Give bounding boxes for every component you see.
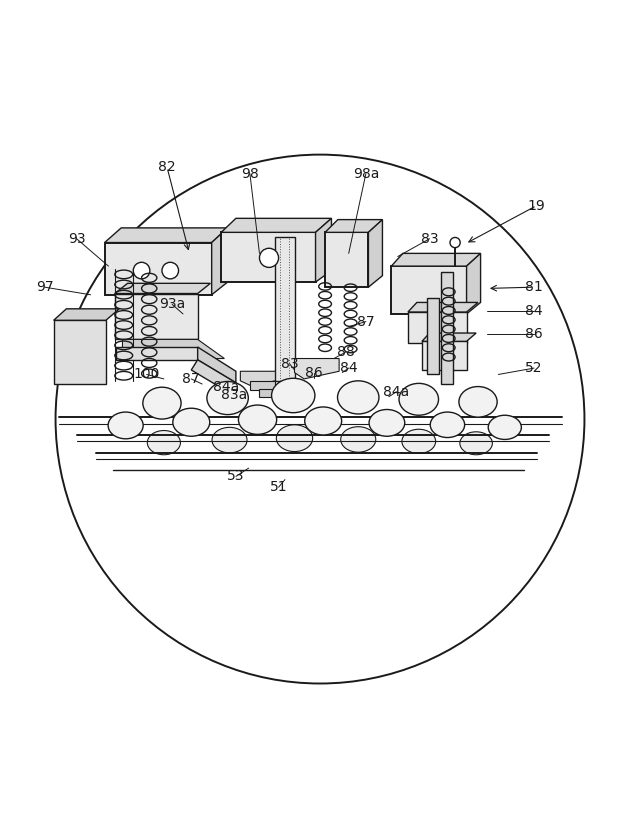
Polygon shape	[241, 371, 275, 385]
Ellipse shape	[173, 408, 210, 437]
Circle shape	[133, 262, 150, 278]
Polygon shape	[212, 228, 228, 295]
Text: 84a: 84a	[383, 385, 410, 399]
Bar	[441, 273, 452, 384]
Text: 81: 81	[525, 280, 543, 294]
Circle shape	[259, 248, 278, 267]
Ellipse shape	[488, 415, 522, 440]
Text: 52: 52	[525, 361, 543, 375]
Polygon shape	[115, 283, 211, 293]
Ellipse shape	[459, 387, 497, 417]
Bar	[104, 242, 212, 295]
Text: 19: 19	[528, 198, 545, 213]
Bar	[325, 233, 369, 287]
Bar	[54, 320, 106, 384]
Text: 84: 84	[525, 304, 543, 318]
Bar	[427, 298, 438, 374]
Text: 87: 87	[182, 372, 200, 386]
Polygon shape	[116, 347, 198, 360]
Polygon shape	[198, 347, 236, 382]
Polygon shape	[191, 360, 236, 391]
Text: 84a: 84a	[212, 380, 239, 394]
Polygon shape	[221, 219, 332, 233]
Polygon shape	[422, 333, 476, 342]
Text: 83: 83	[420, 232, 438, 246]
Text: 83a: 83a	[221, 388, 247, 402]
Text: 83: 83	[280, 356, 298, 371]
Text: 93a: 93a	[159, 297, 186, 311]
Text: 53: 53	[227, 469, 244, 483]
Text: 82: 82	[158, 161, 176, 174]
Text: 87: 87	[357, 314, 374, 328]
Text: 98a: 98a	[353, 167, 379, 181]
Ellipse shape	[305, 407, 342, 435]
Text: 84: 84	[340, 361, 358, 375]
Text: 93: 93	[68, 232, 85, 246]
Polygon shape	[392, 253, 481, 266]
Ellipse shape	[271, 378, 315, 413]
Bar	[250, 381, 275, 391]
Ellipse shape	[430, 412, 465, 437]
Bar	[392, 266, 467, 314]
Text: 88: 88	[337, 345, 355, 360]
Ellipse shape	[340, 427, 376, 452]
Polygon shape	[54, 309, 119, 320]
Circle shape	[450, 238, 460, 247]
Text: 86: 86	[525, 328, 543, 342]
Ellipse shape	[212, 428, 247, 453]
Polygon shape	[467, 253, 481, 314]
Polygon shape	[408, 302, 478, 312]
Ellipse shape	[276, 425, 313, 451]
Bar	[221, 233, 316, 282]
Polygon shape	[369, 219, 383, 287]
Bar	[422, 342, 467, 370]
Ellipse shape	[143, 387, 181, 419]
Bar	[408, 312, 467, 342]
Polygon shape	[294, 359, 339, 379]
Polygon shape	[325, 219, 383, 233]
Bar	[275, 238, 294, 381]
Text: 98: 98	[241, 167, 259, 181]
Ellipse shape	[460, 432, 492, 455]
Polygon shape	[104, 228, 228, 242]
Ellipse shape	[108, 412, 143, 439]
Ellipse shape	[369, 410, 404, 437]
Ellipse shape	[402, 429, 436, 454]
Circle shape	[162, 262, 179, 278]
Ellipse shape	[337, 381, 379, 414]
Text: 86: 86	[305, 365, 323, 379]
Ellipse shape	[399, 383, 438, 415]
Circle shape	[56, 155, 584, 684]
Text: 51: 51	[270, 480, 287, 494]
Ellipse shape	[239, 405, 276, 434]
Bar	[259, 389, 275, 396]
Bar	[115, 293, 198, 339]
Ellipse shape	[207, 382, 248, 414]
Ellipse shape	[147, 431, 180, 455]
Text: 100: 100	[134, 368, 160, 382]
Polygon shape	[316, 219, 332, 282]
Polygon shape	[122, 339, 225, 359]
Text: 97: 97	[36, 280, 54, 294]
